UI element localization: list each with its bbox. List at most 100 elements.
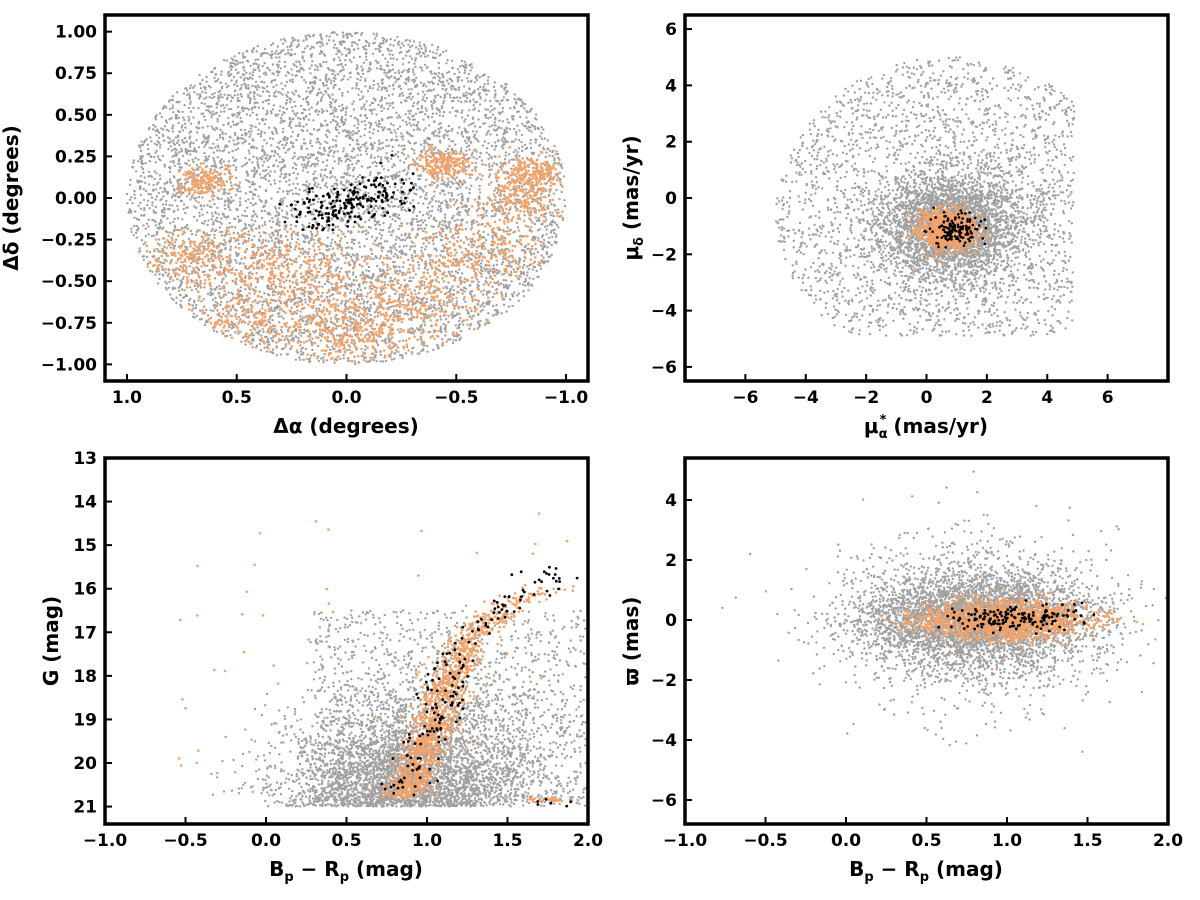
field-star xyxy=(184,212,186,214)
field-star xyxy=(170,247,172,249)
field-star xyxy=(392,280,394,282)
field-star xyxy=(359,322,361,324)
field-star xyxy=(398,69,400,71)
field-star xyxy=(297,94,299,96)
field-star xyxy=(305,35,307,37)
field-star xyxy=(388,85,390,87)
field-star xyxy=(326,136,328,138)
field-star xyxy=(381,234,383,236)
field-star xyxy=(423,303,425,305)
field-star xyxy=(217,120,219,122)
field-star xyxy=(255,126,257,128)
field-star xyxy=(351,87,353,89)
field-star xyxy=(274,310,276,312)
field-star xyxy=(479,76,481,78)
field-star xyxy=(270,183,272,185)
field-star xyxy=(180,300,182,302)
field-star xyxy=(209,147,211,149)
field-star xyxy=(537,127,539,129)
field-star xyxy=(465,173,467,175)
field-star xyxy=(432,113,434,115)
field-star xyxy=(256,50,258,52)
field-star xyxy=(440,331,442,333)
field-star xyxy=(538,154,540,156)
field-star xyxy=(455,324,457,326)
field-star xyxy=(257,58,259,60)
field-star xyxy=(494,94,496,96)
field-star xyxy=(461,196,463,198)
field-star xyxy=(503,96,505,98)
field-star xyxy=(240,258,242,260)
field-star xyxy=(282,310,284,312)
field-star xyxy=(364,349,366,351)
field-star xyxy=(355,276,357,278)
field-star xyxy=(311,338,313,340)
field-star xyxy=(351,45,353,47)
field-star xyxy=(407,171,409,173)
field-star xyxy=(321,333,323,335)
field-star xyxy=(526,274,528,276)
field-star xyxy=(451,271,453,273)
field-star xyxy=(278,147,280,149)
field-star xyxy=(149,251,151,253)
field-star xyxy=(415,46,417,48)
field-star xyxy=(309,333,311,335)
field-star xyxy=(335,108,337,110)
field-star xyxy=(308,222,310,224)
field-star xyxy=(438,109,440,111)
field-star xyxy=(314,64,316,66)
field-star xyxy=(540,241,542,243)
field-star xyxy=(387,160,389,162)
field-star xyxy=(354,32,356,34)
field-star xyxy=(392,205,394,207)
field-star xyxy=(353,100,355,102)
field-star xyxy=(334,78,336,80)
field-star xyxy=(134,190,136,192)
field-star xyxy=(294,105,296,107)
field-star xyxy=(153,210,155,212)
field-star xyxy=(294,297,296,299)
field-star xyxy=(402,170,404,172)
field-star xyxy=(518,97,520,99)
field-star xyxy=(232,139,234,141)
field-star xyxy=(545,156,547,158)
field-star xyxy=(319,252,321,254)
field-star xyxy=(343,357,345,359)
field-star xyxy=(508,212,510,214)
field-star xyxy=(377,312,379,314)
field-star xyxy=(388,231,390,233)
field-star xyxy=(447,148,449,150)
field-star xyxy=(435,52,437,54)
field-star xyxy=(265,189,267,191)
field-star xyxy=(182,129,184,131)
field-star xyxy=(286,142,288,144)
field-star xyxy=(208,135,210,137)
field-star xyxy=(515,131,517,133)
field-star xyxy=(462,323,464,325)
field-star xyxy=(364,128,366,130)
field-star xyxy=(283,281,285,283)
field-star xyxy=(246,248,248,250)
field-star xyxy=(349,349,351,351)
field-star xyxy=(332,167,334,169)
field-star xyxy=(155,224,157,226)
field-star xyxy=(261,130,263,132)
field-star xyxy=(460,150,462,152)
field-star xyxy=(516,240,518,242)
field-star xyxy=(238,187,240,189)
field-star xyxy=(307,185,309,187)
field-star xyxy=(413,124,415,126)
field-star xyxy=(330,79,332,81)
field-star xyxy=(216,118,218,120)
field-star xyxy=(241,134,243,136)
field-star xyxy=(380,247,382,249)
field-star xyxy=(461,60,463,62)
field-star xyxy=(492,113,494,115)
field-star xyxy=(360,289,362,291)
field-star xyxy=(372,258,374,260)
field-star xyxy=(178,290,180,292)
field-star xyxy=(505,83,507,85)
field-star xyxy=(505,151,507,153)
field-star xyxy=(391,64,393,66)
field-star xyxy=(399,218,401,220)
